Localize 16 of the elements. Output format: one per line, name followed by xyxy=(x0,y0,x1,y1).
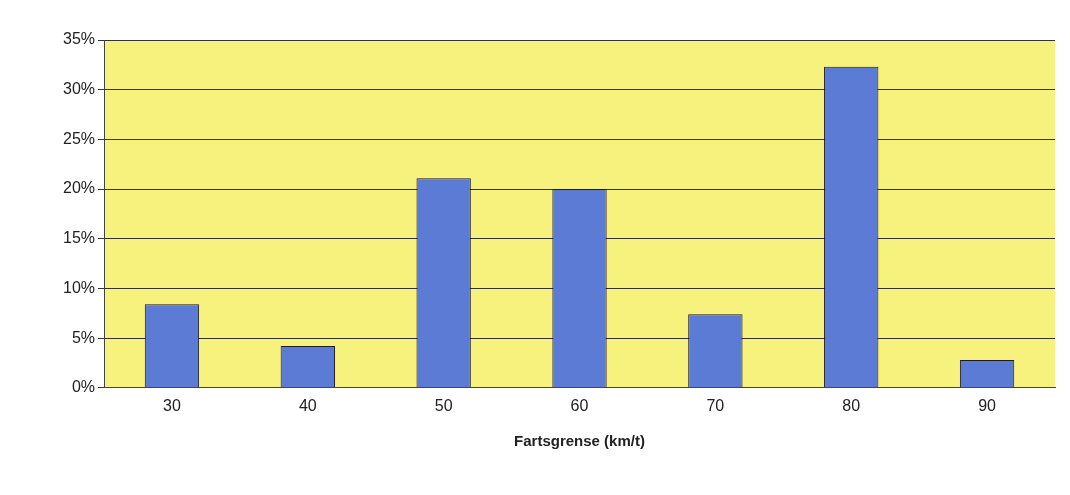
x-axis-title: Fartsgrense (km/t) xyxy=(514,432,645,450)
y-tick-label: 15% xyxy=(62,229,96,247)
y-tick-label: 5% xyxy=(71,328,96,346)
x-tick-label: 30 xyxy=(163,396,181,414)
y-tick-label: 30% xyxy=(62,80,96,98)
y-tick-label: 20% xyxy=(62,179,96,197)
x-tick-label: 40 xyxy=(298,396,317,414)
y-tick-label: 35% xyxy=(62,30,96,48)
x-tick-label: 80 xyxy=(842,396,861,414)
x-tick-label: 50 xyxy=(434,396,453,414)
y-tick-label: 0% xyxy=(71,378,96,396)
y-tick-label: 25% xyxy=(62,129,96,147)
x-tick-label: 60 xyxy=(570,396,589,414)
x-tick-label: 90 xyxy=(978,396,997,414)
y-tick-label: 10% xyxy=(62,278,96,296)
x-tick-label: 70 xyxy=(706,396,725,414)
